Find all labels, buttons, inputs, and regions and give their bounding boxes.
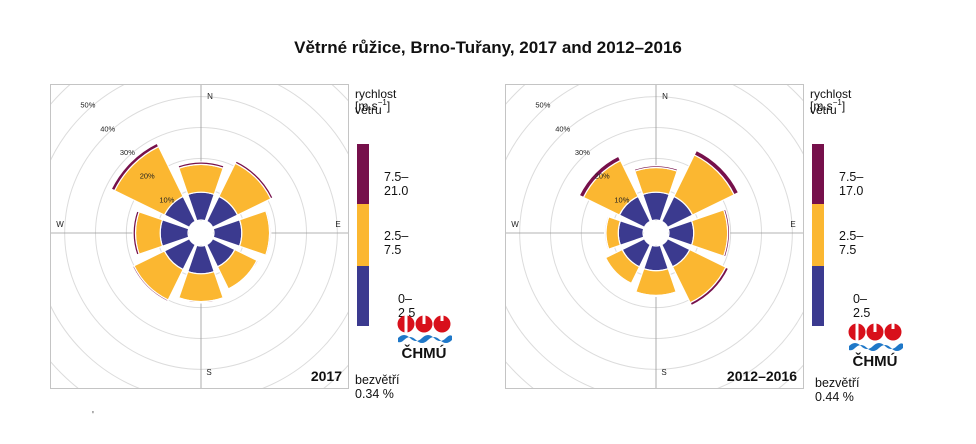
direction-labels: N E S W (511, 92, 795, 377)
legend-title: rychlost větru (810, 87, 852, 117)
svg-text:ČHMÚ: ČHMÚ (853, 352, 898, 368)
center-hole (644, 221, 668, 245)
radial-ticks: 10% 20% 30% 40% 50% (535, 101, 629, 205)
radial-tick-label: 50% (80, 101, 95, 110)
sector-W-class-1 (605, 216, 622, 250)
radial-tick-label: 10% (159, 195, 174, 204)
wind-rose-chart: 10% 20% 30% 40% 50% N E S W (506, 85, 803, 388)
calm-label: bezvětří 0.44 % (815, 376, 860, 404)
sector-W-class-2 (132, 210, 140, 256)
sector-NW-class-2 (578, 155, 622, 199)
sector-SW-class-2 (131, 265, 169, 303)
radial-tick-label: 30% (575, 148, 590, 157)
sector-S-class-1 (178, 270, 224, 303)
legend-class-mid: 2.5–7.5 (384, 229, 409, 257)
sector-NW-class-2 (110, 142, 160, 192)
sector-N-class-2 (177, 161, 225, 169)
direction-label-W: W (511, 220, 519, 229)
sector-E-class-1 (238, 210, 271, 256)
sector-S-class-2 (177, 297, 225, 304)
radial-tick-label: 50% (535, 101, 550, 110)
chmu-logo: ČHMÚ (848, 323, 903, 368)
sector-E-class-2 (265, 209, 272, 257)
legend-swatch-mid (357, 204, 369, 266)
sector-E-class-2 (722, 208, 730, 258)
direction-label-E: E (790, 220, 795, 229)
plot-area: 10% 20% 30% 40% 50% N E S W 2012–2016 (505, 84, 804, 389)
sector-N-class-2 (633, 165, 679, 172)
legend-class-mid: 2.5–7.5 (839, 229, 864, 257)
svg-text:ČHMÚ: ČHMÚ (402, 344, 447, 360)
legend-swatch-low (357, 266, 369, 326)
direction-label-N: N (662, 92, 668, 101)
radial-tick-label: 40% (555, 124, 570, 133)
sector-SE-class-2 (227, 259, 259, 291)
legend-title: rychlost větru (355, 87, 397, 117)
radial-tick-label: 20% (140, 172, 155, 181)
direction-labels: N E S W (56, 92, 340, 377)
sectors (578, 149, 740, 307)
plot-area: 10% 20% 30% 40% 50% N E S W 2017 (50, 84, 349, 389)
page-title: Větrné růžice, Brno-Tuřany, 2017 and 201… (294, 38, 682, 57)
radial-tick-label: 10% (614, 195, 629, 204)
direction-label-S: S (661, 368, 666, 377)
radial-tick-label: 40% (100, 124, 115, 133)
period-label: 2017 (310, 368, 342, 384)
sectors (110, 142, 274, 304)
center-hole (189, 221, 213, 245)
legend-unit: [m.s−1] (355, 98, 391, 113)
wind-rose-chart: 10% 20% 30% 40% 50% N E S W (51, 85, 348, 388)
sector-N-class-1 (178, 163, 224, 196)
legend-class-high: 7.5–21.0 (384, 170, 409, 198)
legend-unit: [m.s−1] (810, 98, 846, 113)
direction-label-N: N (207, 92, 213, 101)
sector-W-class-1 (135, 211, 164, 255)
sector-S-class-1 (635, 267, 677, 296)
sector-N-class-1 (634, 167, 678, 196)
sector-SW-class-2 (603, 256, 633, 286)
sector-W-class-2 (604, 215, 610, 251)
legend-class-low: 0–2.5 (853, 292, 871, 320)
legend-class-high: 7.5–17.0 (839, 170, 864, 198)
direction-label-W: W (56, 220, 64, 229)
legend-swatch-high (812, 144, 824, 204)
radial-tick-label: 20% (595, 172, 610, 181)
stray-mark: ' (92, 410, 94, 421)
direction-label-E: E (335, 220, 340, 229)
period-label: 2012–2016 (726, 368, 797, 384)
calm-label: bezvětří 0.34 % (355, 373, 400, 401)
sector-NE-class-2 (693, 149, 740, 196)
chmu-logo: ČHMÚ (397, 315, 452, 360)
sector-SE-class-2 (689, 266, 730, 307)
sector-NE-class-2 (234, 160, 274, 200)
direction-label-S: S (206, 368, 211, 377)
legend-swatch-high (357, 144, 369, 204)
radial-ticks: 10% 20% 30% 40% 50% (80, 101, 174, 205)
sector-S-class-2 (634, 291, 678, 297)
legend-swatch-mid (812, 204, 824, 266)
radial-tick-label: 30% (120, 148, 135, 157)
legend-swatch-low (812, 266, 824, 326)
